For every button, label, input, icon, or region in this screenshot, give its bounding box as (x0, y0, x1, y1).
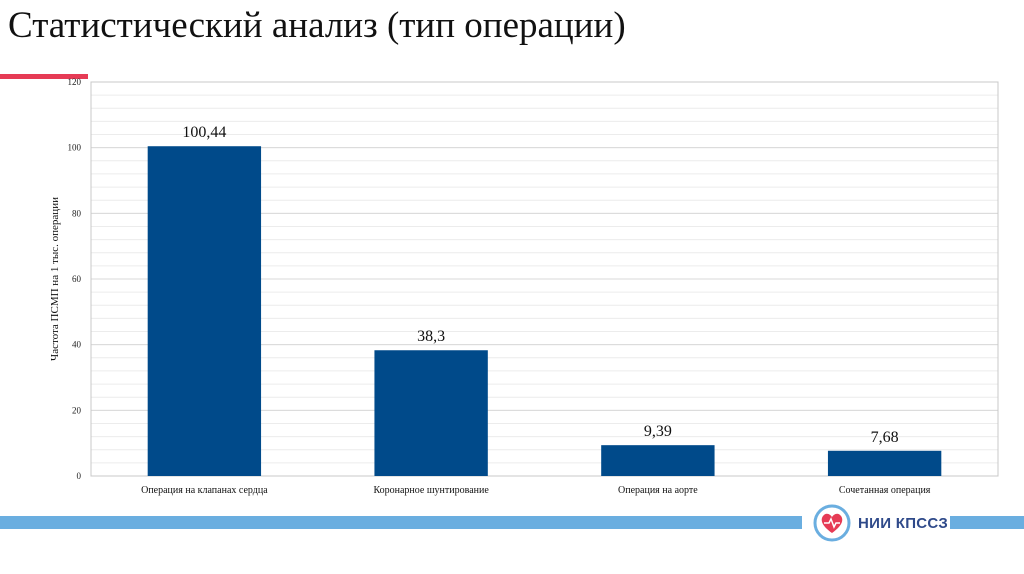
data-label: 100,44 (182, 124, 226, 141)
y-tick-label: 0 (77, 471, 82, 481)
y-tick-label: 20 (72, 405, 82, 415)
x-tick-label: Сочетанная операция (839, 485, 931, 496)
bar (827, 450, 942, 476)
y-tick-label: 80 (72, 208, 82, 218)
title-accent-line (0, 74, 88, 79)
slide-title: Статистический анализ (тип операции) (8, 5, 626, 46)
bar (374, 350, 488, 476)
y-tick-label: 60 (72, 274, 82, 284)
plot-frame (90, 81, 999, 477)
footer-bar-right (950, 516, 1024, 529)
footer-bar-left (0, 516, 802, 529)
logo: НИИ КПССЗ (812, 503, 952, 543)
heart-logo-icon (813, 504, 851, 542)
x-tick-label: Операция на клапанах сердца (141, 485, 268, 496)
bar (601, 445, 715, 476)
y-tick-label: 120 (68, 77, 82, 87)
x-tick-label: Коронарное шунтирование (373, 485, 489, 496)
y-tick-label: 40 (72, 340, 82, 350)
y-tick-label: 100 (68, 143, 82, 153)
x-tick-label: Операция на аорте (618, 485, 698, 496)
y-axis-label: Частота ПСМП на 1 тыс. операции (49, 197, 61, 361)
bar (147, 146, 262, 477)
data-label: 38,3 (417, 328, 445, 345)
logo-text: НИИ КПССЗ (858, 514, 949, 532)
data-label: 7,68 (871, 429, 899, 446)
data-label: 9,39 (644, 423, 672, 440)
